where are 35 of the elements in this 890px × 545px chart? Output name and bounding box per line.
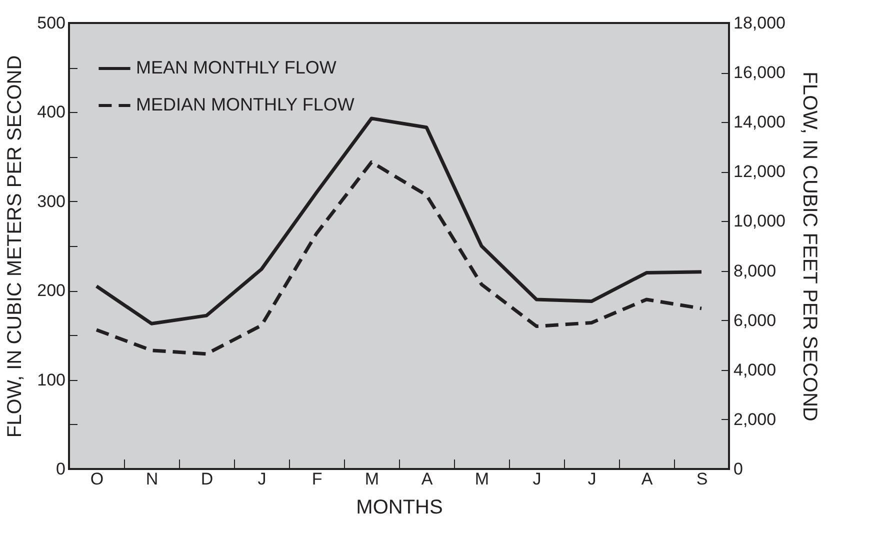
y2-tick-label: 8,000 (734, 261, 776, 280)
x-tick-label: A (641, 470, 654, 488)
x-tick-label: N (146, 470, 158, 488)
y2-tick-label: 18,000 (734, 14, 786, 32)
x-tick-label: M (474, 470, 490, 488)
y2-tick-label: 12,000 (734, 162, 786, 182)
y-tick-label: 0 (56, 460, 66, 478)
x-tick-label: D (200, 470, 214, 488)
x-tick-label: J (258, 470, 266, 488)
y2-tick-label: 2,000 (734, 410, 776, 429)
line-series (94, 160, 704, 356)
y-tick-label: 400 (37, 102, 66, 122)
legend-label: MEDIAN MONTHLY FLOW (136, 94, 354, 114)
y-tick-label: 100 (37, 370, 66, 390)
x-tick-label: S (696, 470, 708, 488)
legend-label: MEAN MONTHLY FLOW (136, 58, 336, 78)
y2-tick-label: 0 (734, 460, 743, 478)
y2-tick-label: 14,000 (734, 112, 786, 132)
x-axis-title: MONTHS (356, 496, 443, 518)
y-tick-label: 200 (37, 281, 66, 300)
y-tick-label: 500 (37, 14, 66, 32)
x-tick-label: M (364, 470, 380, 488)
y2-tick-label: 4,000 (734, 360, 776, 380)
x-tick-label: A (421, 470, 434, 488)
y-tick-label: 300 (37, 192, 66, 211)
y2-axis-title: FLOW, IN CUBIC FEET PER SECOND (798, 72, 820, 422)
line-series (94, 116, 704, 326)
y2-tick-label: 6,000 (734, 310, 776, 330)
y2-tick-label: 16,000 (734, 63, 786, 82)
y2-tick-label: 10,000 (734, 212, 786, 231)
x-tick-label: J (588, 470, 596, 488)
x-tick-label: O (90, 470, 104, 488)
y-axis-title: FLOW, IN CUBIC METERS PER SECOND (4, 55, 26, 438)
x-tick-label: F (312, 470, 322, 488)
x-tick-label: J (532, 470, 542, 488)
